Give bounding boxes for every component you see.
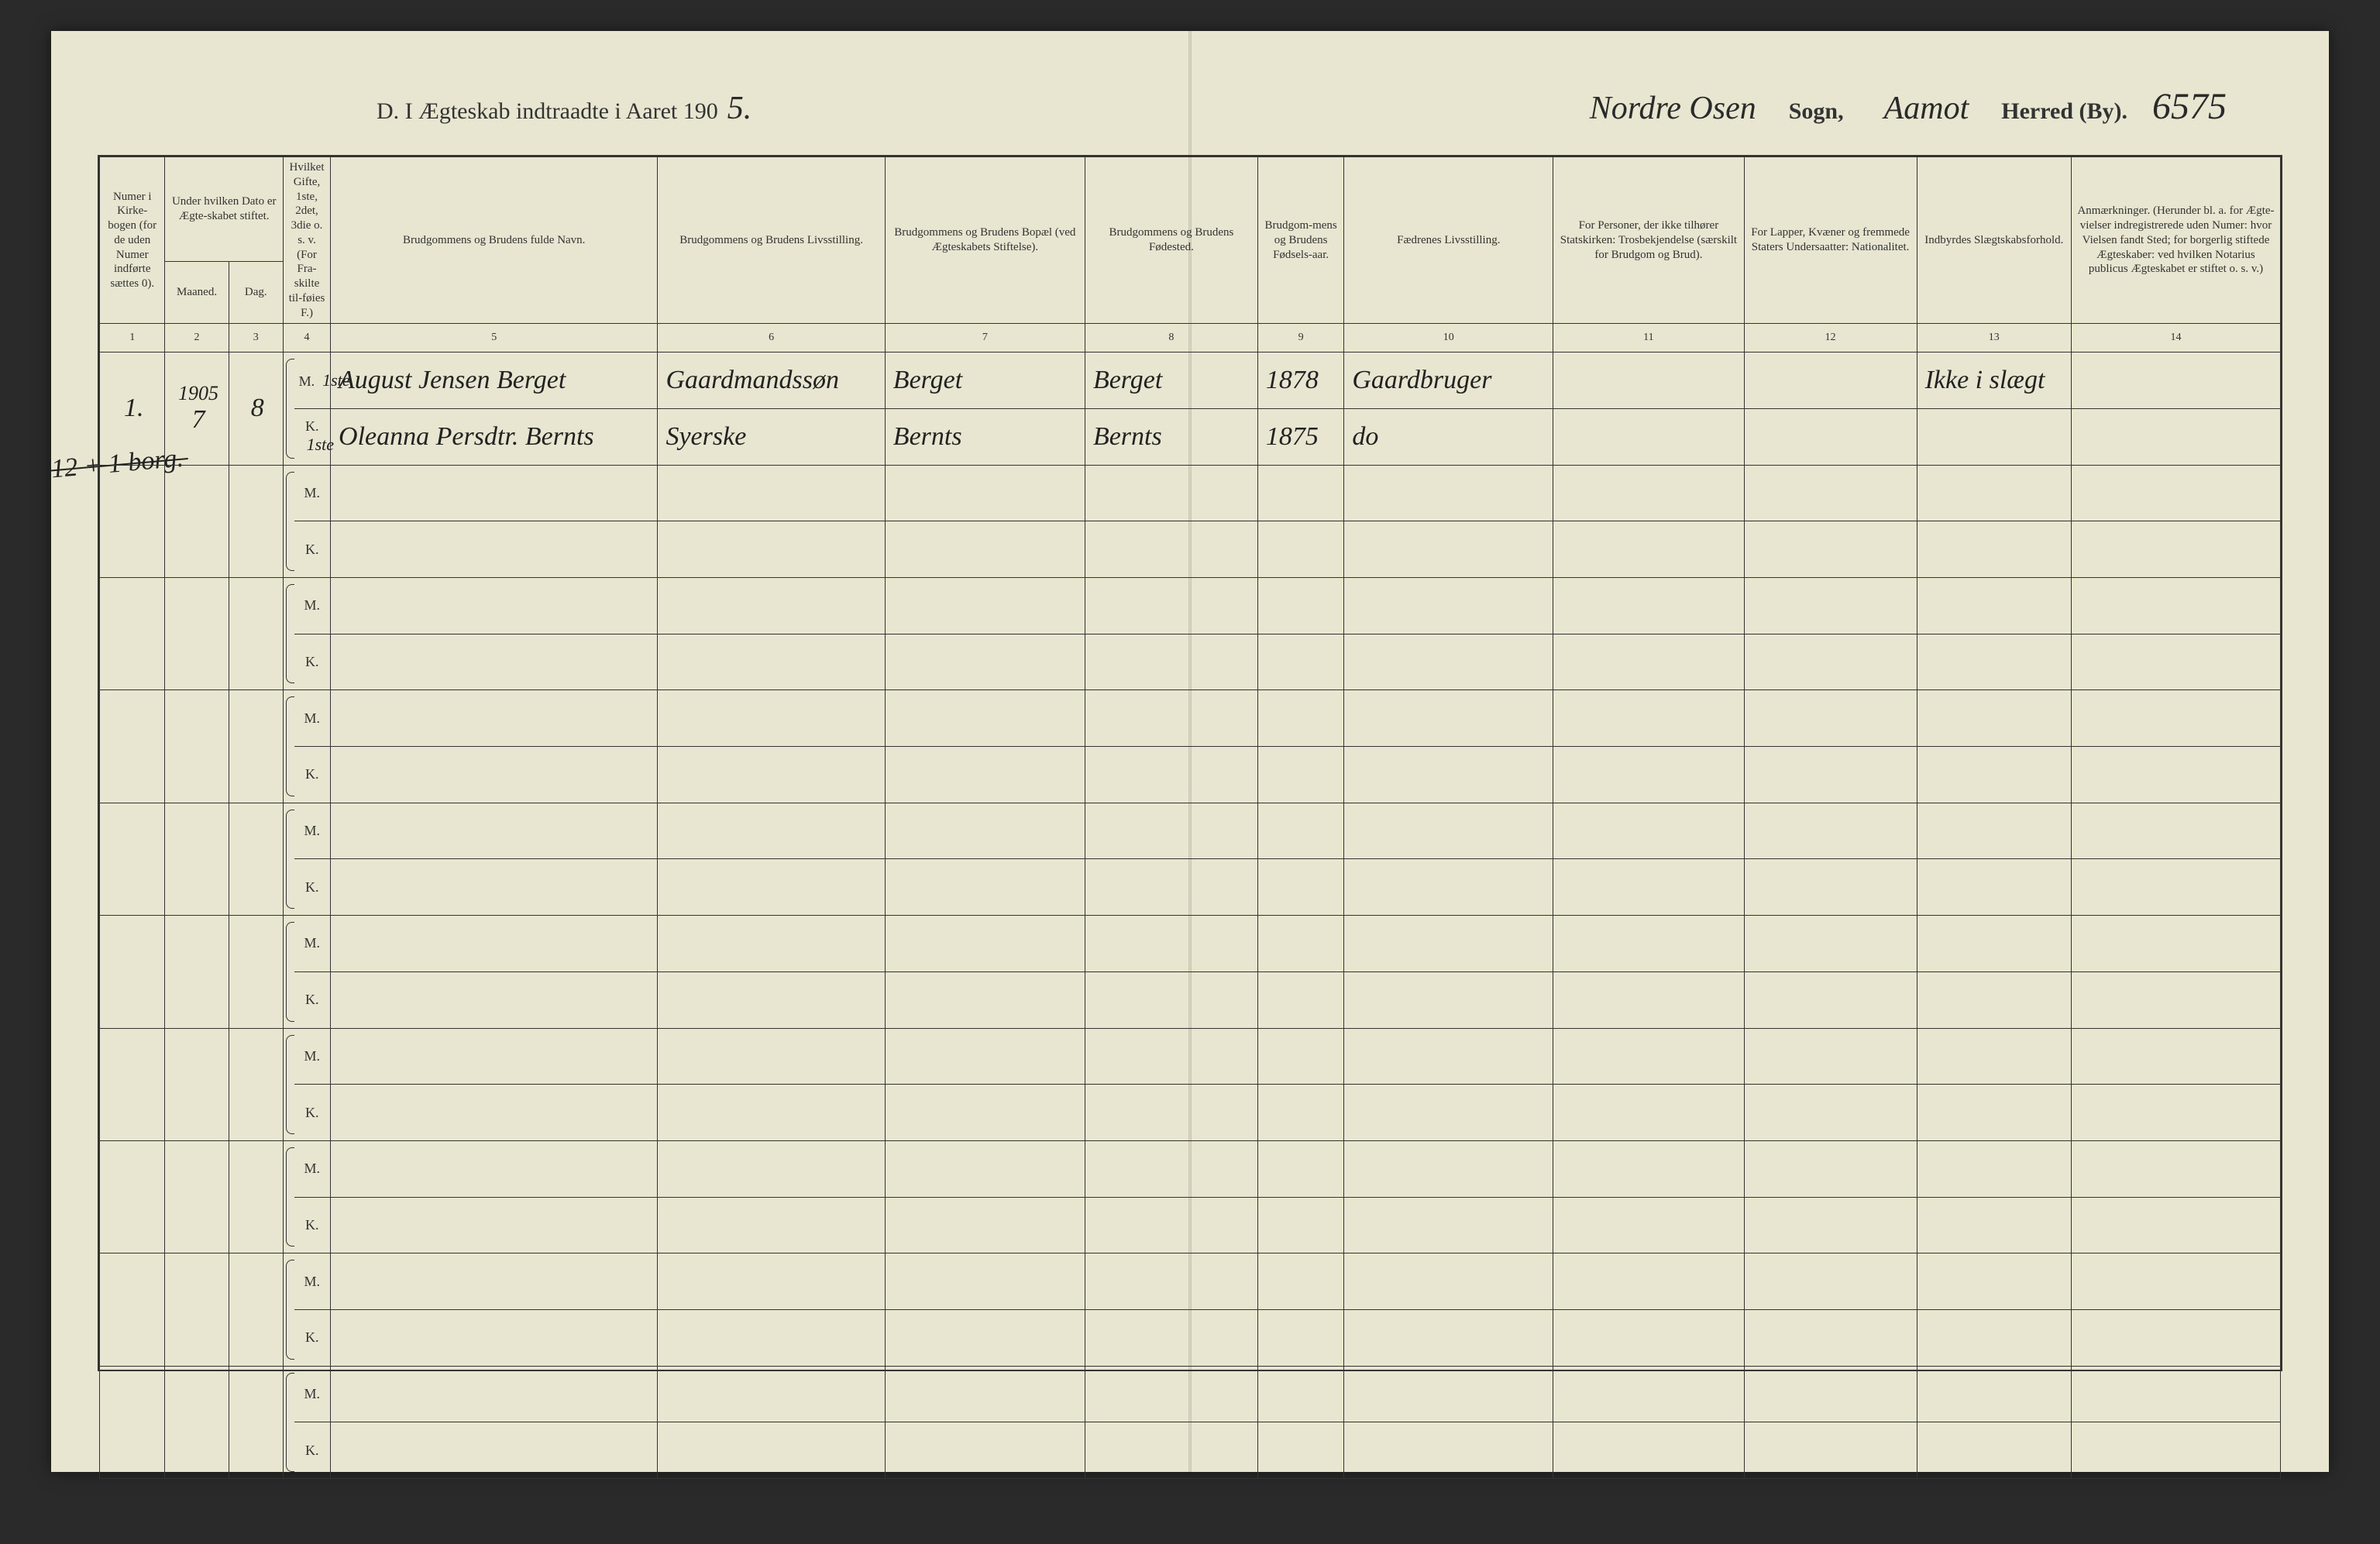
cell: Gaardmandssøn	[658, 352, 885, 409]
blank-row: M.	[100, 803, 2281, 859]
col-4-header: Hvilket Gifte, 1ste, 2det, 3die o. s. v.…	[284, 157, 331, 324]
page-header: D. I Ægteskab indtraadte i Aaret 190 5. …	[144, 85, 2236, 128]
colnum: 10	[1344, 324, 1553, 352]
blank-row: M.	[100, 1253, 2281, 1310]
cell: Gaardbruger	[1344, 352, 1553, 409]
mk-k: K. 1ste	[294, 408, 331, 465]
blank-row: M.	[100, 916, 2281, 972]
col-10-header: Fædrenes Livsstilling.	[1344, 157, 1553, 324]
blank-row: K.	[100, 971, 2281, 1028]
col-6-header: Brudgommens og Brudens Livsstilling.	[658, 157, 885, 324]
cell: Berget	[885, 352, 1085, 409]
cell	[1917, 408, 2071, 465]
cell: Bernts	[1085, 408, 1257, 465]
colnum: 8	[1085, 324, 1257, 352]
colnum: 13	[1917, 324, 2071, 352]
register-table-wrap: Numer i Kirke-bogen (for de uden Numer i…	[98, 155, 2282, 1371]
col-7-header: Brudgommens og Brudens Bopæl (ved Ægtesk…	[885, 157, 1085, 324]
entry-num: 1.	[100, 352, 165, 465]
sogn-value: Nordre Osen	[1580, 90, 1766, 127]
colnum: 7	[885, 324, 1085, 352]
brace	[284, 352, 294, 465]
cell: Berget	[1085, 352, 1257, 409]
blank-row: K.	[100, 521, 2281, 578]
colnum: 1	[100, 324, 165, 352]
cell	[1553, 352, 1744, 409]
herred-label: Herred (By).	[2001, 98, 2127, 125]
blank-row: M.	[100, 1028, 2281, 1085]
blank-row: K.	[100, 1422, 2281, 1479]
cell: do	[1344, 408, 1553, 465]
col-14-header: Anmærkninger. (Herunder bl. a. for Ægte-…	[2072, 157, 2281, 324]
entry-row-bride: K. 1ste Oleanna Persdtr. Bernts Syerske …	[100, 408, 2281, 465]
colnum: 6	[658, 324, 885, 352]
blank-row: M.	[100, 1366, 2281, 1422]
col-12-header: For Lapper, Kvæner og fremmede Staters U…	[1744, 157, 1917, 324]
blank-row: M.	[100, 1140, 2281, 1197]
title-prefix: D. I Ægteskab indtraadte i Aaret 190	[377, 98, 718, 125]
year-suffix: 5.	[718, 90, 762, 127]
cell: August Jensen Berget	[331, 352, 658, 409]
herred-value: Aamot	[1875, 90, 1979, 127]
col-8-header: Brudgommens og Brudens Fødested.	[1085, 157, 1257, 324]
table-body: 1. 19057 8 M.1ste August Jensen Berget G…	[100, 352, 2281, 1479]
sogn-label: Sogn,	[1789, 98, 1844, 125]
col-1-header: Numer i Kirke-bogen (for de uden Numer i…	[100, 157, 165, 324]
cell	[1744, 352, 1917, 409]
mk-m: M.1ste	[294, 352, 331, 409]
register-table: Numer i Kirke-bogen (for de uden Numer i…	[99, 156, 2281, 1479]
blank-row: M.	[100, 578, 2281, 634]
colnum: 5	[331, 324, 658, 352]
colnum: 9	[1257, 324, 1343, 352]
cell: 1875	[1257, 408, 1343, 465]
entry-row-groom: 1. 19057 8 M.1ste August Jensen Berget G…	[100, 352, 2281, 409]
cell: Bernts	[885, 408, 1085, 465]
col-5-header: Brudgommens og Brudens fulde Navn.	[331, 157, 658, 324]
colnum: 3	[229, 324, 283, 352]
column-number-row: 1 2 3 4 5 6 7 8 9 10 11 12 13 14	[100, 324, 2281, 352]
blank-row: M.	[100, 465, 2281, 521]
cell: Syerske	[658, 408, 885, 465]
entry-day: 8	[229, 352, 283, 465]
cell: Ikke i slægt	[1917, 352, 2071, 409]
page-number: 6575	[2143, 85, 2236, 128]
blank-row: K.	[100, 747, 2281, 803]
cell	[1553, 408, 1744, 465]
header-row: Numer i Kirke-bogen (for de uden Numer i…	[100, 157, 2281, 262]
col-9-header: Brudgom-mens og Brudens Fødsels-aar.	[1257, 157, 1343, 324]
ledger-page: D. I Ægteskab indtraadte i Aaret 190 5. …	[51, 31, 2329, 1472]
col-2-3-header: Under hvilken Dato er Ægte-skabet stifte…	[165, 157, 284, 262]
blank-row: K.	[100, 1197, 2281, 1253]
cell	[2072, 352, 2281, 409]
blank-row: K.	[100, 1309, 2281, 1366]
entry-month: 19057	[165, 352, 229, 465]
blank-row: K.	[100, 1085, 2281, 1141]
colnum: 12	[1744, 324, 1917, 352]
blank-row: M.	[100, 690, 2281, 747]
colnum: 14	[2072, 324, 2281, 352]
colnum: 2	[165, 324, 229, 352]
col-11-header: For Personer, der ikke tilhører Statskir…	[1553, 157, 1744, 324]
col-3-subheader: Dag.	[229, 261, 283, 323]
cell: 1878	[1257, 352, 1343, 409]
colnum: 11	[1553, 324, 1744, 352]
cell: Oleanna Persdtr. Bernts	[331, 408, 658, 465]
blank-row: K.	[100, 634, 2281, 690]
cell	[1744, 408, 1917, 465]
col-2-subheader: Maaned.	[165, 261, 229, 323]
blank-row: K.	[100, 859, 2281, 916]
col-13-header: Indbyrdes Slægtskabsforhold.	[1917, 157, 2071, 324]
cell	[2072, 408, 2281, 465]
colnum: 4	[284, 324, 331, 352]
